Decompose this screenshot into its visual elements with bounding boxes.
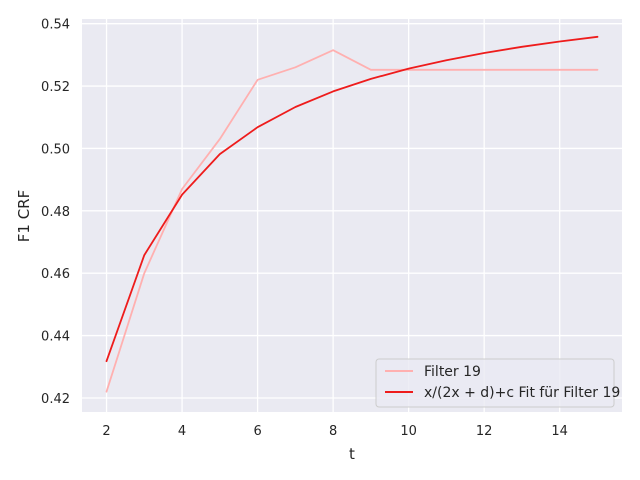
y-tick-label: 0.50 — [41, 142, 70, 157]
x-tick-label: 8 — [329, 424, 337, 439]
legend-label-fit: x/(2x + d)+c Fit für Filter 19 — [424, 385, 620, 401]
y-tick-label: 0.42 — [41, 392, 70, 407]
x-axis-label: t — [349, 445, 355, 463]
x-tick-label: 6 — [253, 424, 261, 439]
legend-label-filter-19: Filter 19 — [424, 364, 481, 380]
x-tick-label: 2 — [102, 424, 110, 439]
x-tick-labels: 2 4 6 8 10 12 14 — [102, 424, 568, 439]
y-tick-label: 0.48 — [41, 205, 70, 220]
x-tick-label: 4 — [178, 424, 186, 439]
x-tick-label: 12 — [476, 424, 493, 439]
plot-background — [82, 19, 622, 412]
x-gridlines — [105, 19, 561, 412]
y-tick-label: 0.44 — [41, 330, 70, 345]
x-tick-label: 14 — [551, 424, 568, 439]
y-axis-label: F1 CRF — [15, 190, 33, 242]
series-line-filter-19 — [105, 49, 599, 393]
legend: Filter 19 x/(2x + d)+c Fit für Filter 19 — [375, 358, 620, 408]
y-tick-label: 0.54 — [41, 18, 70, 33]
x-tick-label: 10 — [400, 424, 417, 439]
legend-box — [375, 358, 615, 408]
y-tick-label: 0.46 — [41, 267, 70, 282]
series-layer — [105, 35, 599, 393]
series-line-fit — [105, 35, 599, 363]
y-tick-label: 0.52 — [41, 80, 70, 95]
y-tick-labels: 0.42 0.44 0.46 0.48 0.50 0.52 0.54 — [41, 18, 70, 407]
